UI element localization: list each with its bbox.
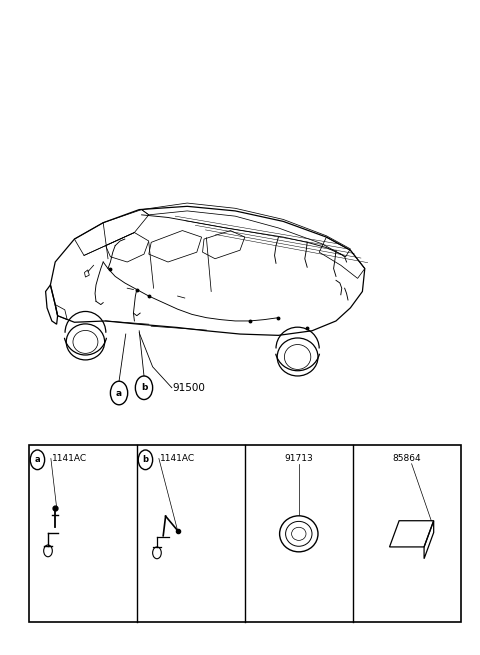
Text: b: b [141, 383, 147, 392]
Text: 91500: 91500 [173, 383, 205, 393]
Text: 91713: 91713 [285, 454, 313, 463]
Text: a: a [116, 388, 122, 398]
Text: a: a [35, 455, 40, 464]
Bar [29, 445, 461, 622]
Text: 85864: 85864 [393, 454, 421, 463]
Text: 1141AC: 1141AC [160, 454, 195, 463]
Text: 1141AC: 1141AC [52, 454, 87, 463]
Text: b: b [143, 455, 148, 464]
